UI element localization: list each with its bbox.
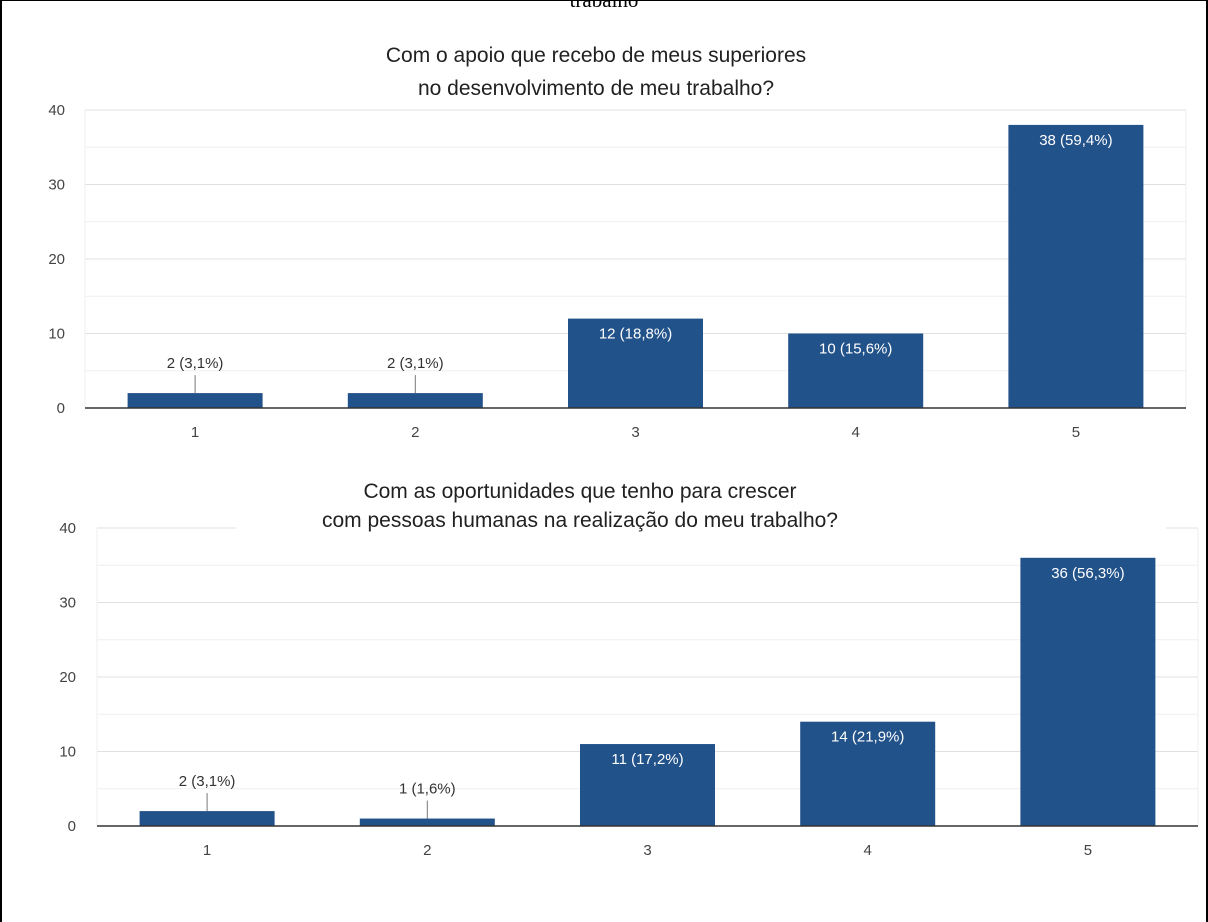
bar (568, 318, 703, 408)
y-tick-label: 10 (48, 326, 65, 343)
data-label: 14 (21,9%) (831, 729, 904, 746)
y-tick-label: 40 (48, 102, 65, 119)
bar (788, 333, 924, 408)
data-label: 2 (3,1%) (179, 773, 236, 790)
x-tick-label: 4 (852, 424, 860, 441)
x-tick-label: 5 (1072, 424, 1080, 441)
x-tick-label: 3 (643, 842, 651, 859)
x-tick-label: 1 (203, 842, 211, 859)
x-tick-label: 3 (631, 424, 639, 441)
data-label: 38 (59,4%) (1039, 132, 1112, 149)
bar (127, 393, 263, 408)
x-tick-label: 4 (864, 842, 872, 859)
chart-title-line: no desenvolvimento de meu trabalho? (418, 77, 774, 100)
y-tick-label: 0 (68, 818, 76, 835)
y-tick-label: 0 (57, 400, 65, 417)
chart-title-line: com pessoas humanas na realização do meu… (322, 509, 838, 532)
data-label: 36 (56,3%) (1051, 565, 1124, 582)
y-tick-label: 30 (59, 595, 76, 612)
data-label: 2 (3,1%) (167, 355, 224, 372)
bar (347, 393, 483, 408)
data-label: 11 (17,2%) (611, 751, 683, 768)
y-tick-label: 30 (48, 177, 65, 194)
chart-title-background (236, 478, 1166, 540)
bar (139, 811, 275, 826)
y-tick-label: 20 (59, 669, 76, 686)
x-tick-label: 2 (411, 424, 419, 441)
y-tick-label: 40 (59, 520, 76, 537)
bar (1020, 557, 1156, 826)
bar (800, 721, 936, 826)
y-tick-label: 20 (48, 251, 65, 268)
x-tick-label: 5 (1084, 842, 1092, 859)
x-tick-label: 1 (191, 424, 199, 441)
bar (580, 744, 715, 826)
bar (1008, 124, 1144, 409)
data-label: 1 (1,6%) (399, 781, 456, 798)
data-label: 10 (15,6%) (819, 341, 892, 358)
chart-title-line: Com o apoio que recebo de meus superiore… (386, 44, 806, 67)
x-tick-label: 2 (423, 842, 431, 859)
cut-off-heading: trabalho (569, 0, 639, 12)
data-label: 2 (3,1%) (387, 355, 444, 372)
bar (359, 818, 495, 826)
y-tick-label: 10 (59, 744, 76, 761)
chart-title-line: Com as oportunidades que tenho para cres… (363, 480, 796, 503)
data-label: 12 (18,8%) (599, 326, 672, 343)
